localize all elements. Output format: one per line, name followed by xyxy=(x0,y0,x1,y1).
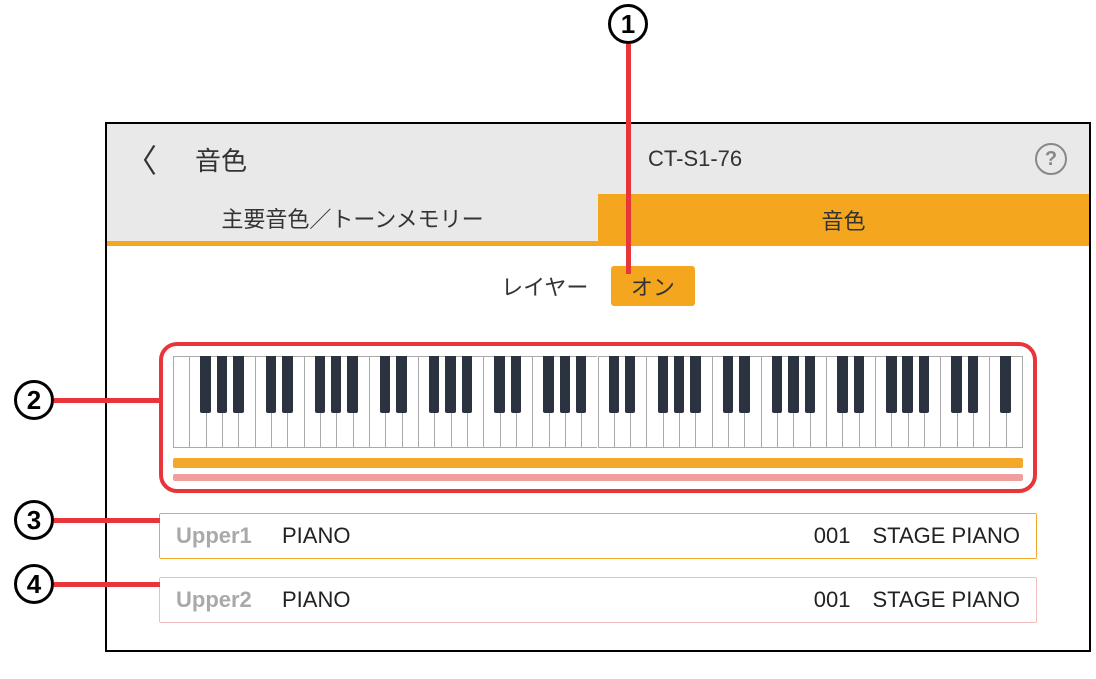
keyboard-frame xyxy=(159,342,1037,493)
model-label: CT-S1-76 xyxy=(648,146,742,172)
back-button[interactable]: 〈 xyxy=(125,136,157,182)
layer-toggle[interactable]: オン xyxy=(611,266,695,306)
callout-line-4 xyxy=(54,582,160,587)
upper1-part-label: Upper1 xyxy=(176,523,276,549)
help-icon[interactable]: ? xyxy=(1035,143,1067,175)
callout-line-2 xyxy=(54,398,160,403)
upper1-row[interactable]: Upper1 PIANO 001 STAGE PIANO xyxy=(159,513,1037,559)
upper2-range-bar xyxy=(173,474,1023,481)
callout-1: 1 xyxy=(608,4,648,44)
tab-tone[interactable]: 音色 xyxy=(598,194,1089,246)
tabs: 主要音色／トーンメモリー 音色 xyxy=(107,194,1089,246)
callout-4: 4 xyxy=(14,564,54,604)
callout-line-3 xyxy=(54,518,160,523)
panel: 〈 音色 CT-S1-76 ? 主要音色／トーンメモリー 音色 レイヤー オン … xyxy=(105,122,1091,652)
callout-2: 2 xyxy=(14,380,54,420)
upper2-number: 001 xyxy=(814,587,851,613)
upper1-category: PIANO xyxy=(282,523,350,549)
body: レイヤー オン Upper1 PIANO 001 STAGE PIANO Upp… xyxy=(107,246,1089,623)
upper2-part-label: Upper2 xyxy=(176,587,276,613)
header: 〈 音色 CT-S1-76 ? xyxy=(107,124,1089,194)
callout-3: 3 xyxy=(14,500,54,540)
upper1-name: STAGE PIANO xyxy=(872,523,1020,549)
upper1-range-bar xyxy=(173,458,1023,468)
upper2-category: PIANO xyxy=(282,587,350,613)
tab-main-tone[interactable]: 主要音色／トーンメモリー xyxy=(107,194,598,246)
callout-line-1 xyxy=(626,44,631,274)
upper1-number: 001 xyxy=(814,523,851,549)
upper2-row[interactable]: Upper2 PIANO 001 STAGE PIANO xyxy=(159,577,1037,623)
keyboard[interactable] xyxy=(173,356,1023,448)
layer-label: レイヤー xyxy=(501,275,588,300)
layer-row: レイヤー オン xyxy=(159,266,1037,306)
page-title: 音色 xyxy=(195,141,247,178)
upper2-name: STAGE PIANO xyxy=(872,587,1020,613)
